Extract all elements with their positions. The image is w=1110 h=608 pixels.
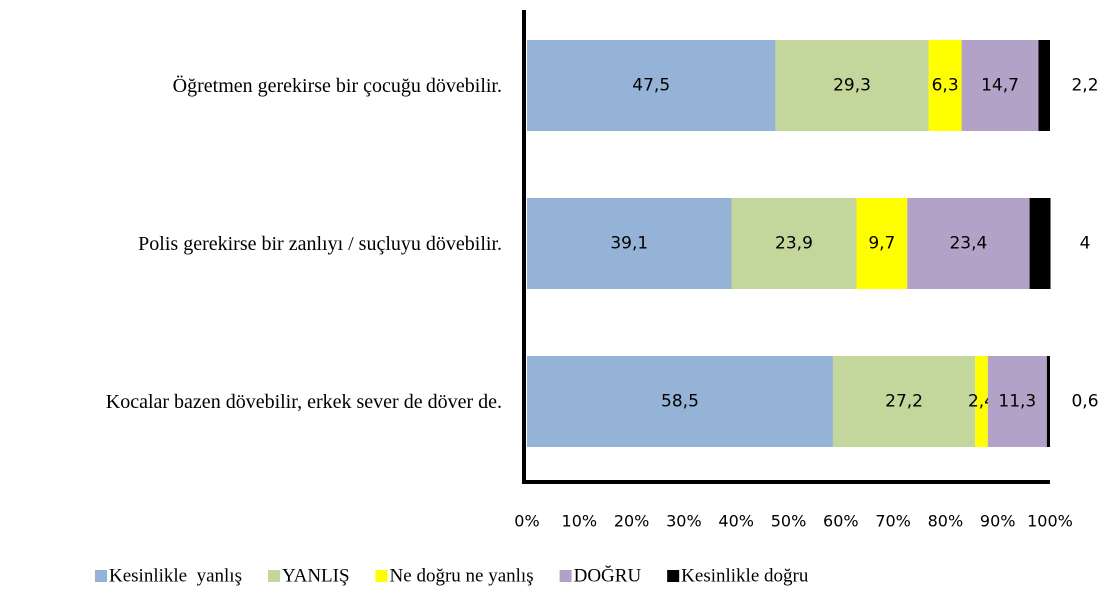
x-tick-label: 60% [823, 512, 859, 531]
x-tick-label: 90% [980, 512, 1016, 531]
bar-segment [961, 40, 1039, 131]
bar-segment [731, 198, 857, 289]
category-label: Öğretmen gerekirse bir çocuğu dövebilir. [0, 73, 502, 99]
legend-swatch [667, 570, 680, 582]
bar-segment [1046, 356, 1050, 447]
x-tick-label: 0% [514, 512, 539, 531]
value-label: 4 [1080, 234, 1091, 254]
value-label: 11,3 [998, 392, 1036, 412]
category-text: Kocalar bazen dövebilir, erkek sever de … [105, 390, 502, 413]
category-text: Polis gerekirse bir zanlıyı / suçluyu dö… [138, 232, 502, 255]
value-label: 9,7 [868, 234, 895, 254]
bar-segment [527, 356, 833, 447]
legend-swatch [267, 570, 280, 582]
legend-label: Kesinlikle yanlış [109, 565, 242, 586]
bar-segment [527, 40, 776, 131]
legend-swatch [375, 570, 388, 582]
value-label: 0,6 [1071, 392, 1098, 412]
category-label: Polis gerekirse bir zanlıyı / suçluyu dö… [0, 231, 502, 257]
value-label: 27,2 [885, 392, 923, 412]
bar-segment [975, 356, 988, 447]
value-label: 39,1 [610, 234, 648, 254]
value-label: 23,9 [775, 234, 813, 254]
value-label: 23,4 [949, 234, 987, 254]
legend-label: DOĞRU [574, 564, 642, 586]
legend-label: YANLIŞ [282, 565, 350, 586]
bar-segment [1038, 40, 1050, 131]
category-text: Öğretmen gerekirse bir çocuğu dövebilir. [172, 74, 502, 97]
x-tick-label: 50% [771, 512, 807, 531]
value-label: 58,5 [661, 392, 699, 412]
legend-swatch [559, 570, 572, 582]
value-label: 29,3 [833, 76, 871, 96]
bar-segment [907, 198, 1030, 289]
x-tick-label: 80% [928, 512, 964, 531]
legend-label: Ne doğru ne yanlış [390, 565, 534, 586]
value-label: 2,2 [1071, 76, 1098, 96]
x-tick-label: 40% [718, 512, 754, 531]
value-label: 6,3 [932, 76, 959, 96]
value-label: 47,5 [632, 76, 670, 96]
x-tick-label: 10% [562, 512, 598, 531]
bar-segment [987, 356, 1047, 447]
bar-segment [928, 40, 962, 131]
value-label: 14,7 [981, 76, 1019, 96]
x-tick-label: 100% [1027, 512, 1073, 531]
category-label: Kocalar bazen dövebilir, erkek sever de … [0, 389, 502, 415]
bar-segment [775, 40, 929, 131]
x-tick-label: 70% [875, 512, 911, 531]
x-tick-label: 20% [614, 512, 650, 531]
bar-segment [1029, 198, 1051, 289]
legend-swatch [95, 570, 107, 582]
bar-segment [856, 198, 908, 289]
bar-segment [527, 198, 732, 289]
bar-segment [832, 356, 976, 447]
legend-label: Kesinlikle doğru [681, 565, 809, 586]
x-tick-label: 30% [666, 512, 702, 531]
